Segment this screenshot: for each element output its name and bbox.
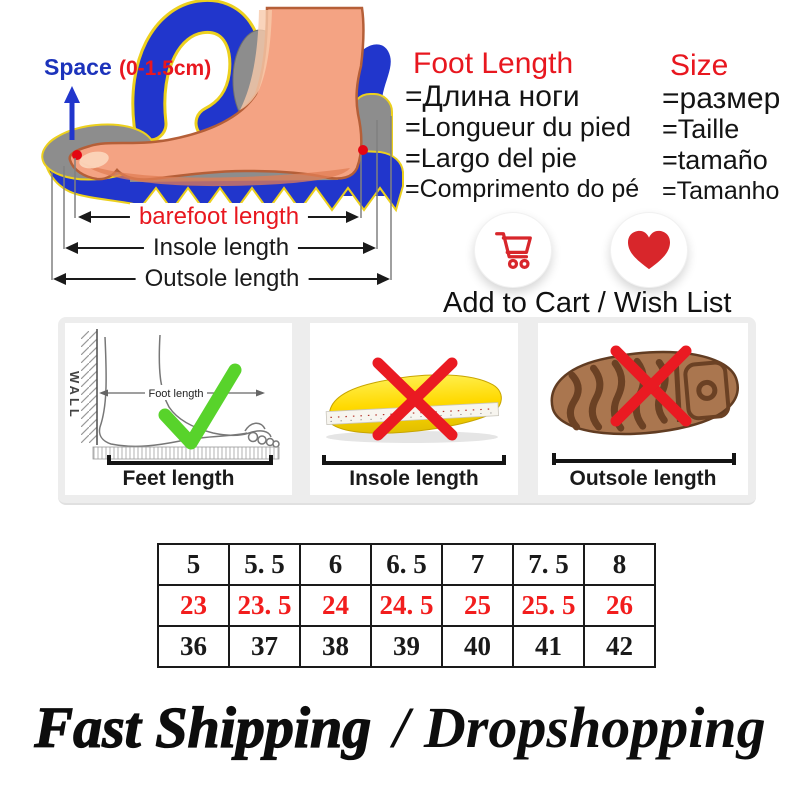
table-cell: 26 <box>583 584 656 627</box>
table-cell: 37 <box>228 625 301 668</box>
table-cell: 5. 5 <box>228 543 301 586</box>
table-cell: 7. 5 <box>512 543 585 586</box>
table-cell: 23 <box>157 584 230 627</box>
table-cell: 23. 5 <box>228 584 301 627</box>
table-cell: 24. 5 <box>370 584 443 627</box>
table-cell: 5 <box>157 543 230 586</box>
space-arrowhead <box>64 86 80 103</box>
insole-shadow <box>326 431 498 443</box>
foot-length-translations: Foot Length =Длина ноги =Longueur du pie… <box>405 48 639 205</box>
size-fr: =Taille <box>662 114 740 144</box>
add-to-cart-button[interactable] <box>474 212 552 288</box>
size-pt: =Tamanho <box>662 177 780 205</box>
outsole-length-caption: Outsole length <box>569 467 717 490</box>
foot-length-ru: =Длина ноги <box>405 80 580 113</box>
table-cell: 40 <box>441 625 514 668</box>
table-cell: 25. 5 <box>512 584 585 627</box>
foot-shoe-illustration <box>41 0 404 285</box>
outsole-length-label: Outsole length <box>135 265 309 293</box>
table-cell: 6. 5 <box>370 543 443 586</box>
table-cell: 42 <box>583 625 656 668</box>
bracket-lines <box>51 116 392 280</box>
table-cell: 6 <box>299 543 372 586</box>
foot-shade <box>78 160 350 187</box>
table-cell: 24 <box>299 584 372 627</box>
panel-feet-length: Foot length WALL Feet length <box>65 323 292 495</box>
cross-icon <box>610 345 692 427</box>
panel-outsole-length: Outsole length <box>538 323 748 495</box>
footer-fast-shipping: Fast Shipping <box>34 694 372 760</box>
table-cell: 8 <box>583 543 656 586</box>
check-icon <box>158 363 242 450</box>
foot-length-fr: =Longueur du pied <box>405 112 631 142</box>
size-ru: =размер <box>662 82 781 115</box>
table-cell: 7 <box>441 543 514 586</box>
barefoot-length-label: barefoot length <box>129 203 309 231</box>
table-cell: 38 <box>299 625 372 668</box>
size-title: Size <box>670 49 729 82</box>
heel-dot <box>358 145 368 155</box>
table-cell: 39 <box>370 625 443 668</box>
insole-length-caption: Insole length <box>349 467 479 490</box>
foot-measure-diagram: Space (0-1.5cm) barefoot length Insole l… <box>0 0 420 300</box>
table-cell: 36 <box>157 625 230 668</box>
table-cell: 41 <box>512 625 585 668</box>
toe-highlight <box>79 151 109 169</box>
cross-icon <box>372 357 458 441</box>
outsole-length-bracket <box>552 453 736 465</box>
size-translations: Size =размер =Taille =tamaño =Tamanho <box>662 50 780 207</box>
feet-length-bracket <box>107 455 273 465</box>
insole-length-label: Insole length <box>143 234 299 262</box>
size-row-eu: 36 37 38 39 40 41 42 <box>157 625 656 668</box>
shin-highlight <box>240 10 272 110</box>
insole-length-bracket <box>322 455 506 465</box>
size-conversion-table: 5 5. 5 6 6. 5 7 7. 5 8 23 23. 5 24 24. 5… <box>157 543 656 668</box>
wish-list-button[interactable] <box>610 212 688 288</box>
feet-length-caption: Feet length <box>122 467 235 490</box>
heart-icon <box>628 230 670 270</box>
panel-insole-length: Insole length <box>310 323 518 495</box>
feet-length-sketch: Foot length <box>81 329 280 465</box>
space-range-label: (0-1.5cm) <box>119 57 212 80</box>
table-cell: 25 <box>441 584 514 627</box>
footer-banner: Fast Shipping / Dropshopping <box>0 686 800 770</box>
foot-length-title: Foot Length <box>413 47 574 80</box>
size-row-cm: 23 23. 5 24 24. 5 25 25. 5 26 <box>157 584 656 627</box>
size-row-us: 5 5. 5 6 6. 5 7 7. 5 8 <box>157 543 656 586</box>
foot-length-pt: =Comprimento do pé <box>405 175 640 203</box>
outsole-sketch <box>550 345 739 465</box>
foot-length-es: =Largo del pie <box>405 143 577 173</box>
arrow-label-bg <box>145 385 207 400</box>
cart-icon <box>495 232 532 269</box>
wall-hatch <box>81 331 97 443</box>
footer-dropshopping: / Dropshopping <box>393 695 766 760</box>
foot-length-small-label: Foot length <box>148 388 203 400</box>
floor-ruler <box>92 446 280 460</box>
space-label: Space <box>44 54 112 80</box>
size-es: =tamaño <box>662 145 768 175</box>
insole-sketch <box>322 357 506 465</box>
toe-dot <box>72 150 82 160</box>
wall-label: WALL <box>67 371 82 420</box>
actions-caption: Add to Cart / Wish List <box>443 287 732 319</box>
